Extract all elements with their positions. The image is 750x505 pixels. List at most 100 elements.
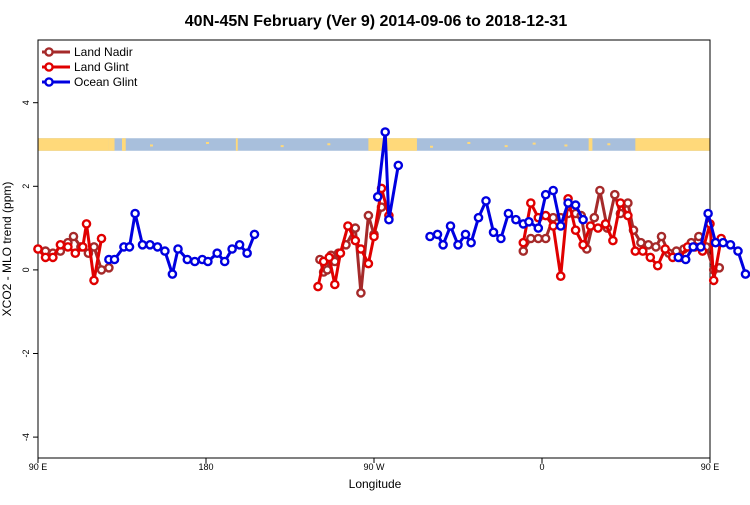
data-point <box>578 239 588 250</box>
data-point <box>725 239 736 250</box>
data-point <box>203 256 213 267</box>
x-tick-label: 180 <box>198 462 213 472</box>
data-point <box>89 275 99 286</box>
data-point <box>518 246 529 256</box>
land-segment <box>635 138 710 151</box>
data-point <box>643 239 654 250</box>
series-layer <box>33 127 750 298</box>
legend-label: Ocean Glint <box>74 75 138 89</box>
data-point <box>638 246 648 256</box>
y-axis-label: XCO2 - MLO trend (ppm) <box>0 182 14 317</box>
data-point <box>563 198 573 208</box>
y-tick-label: 2 <box>21 184 31 189</box>
data-point <box>182 254 193 265</box>
data-point <box>733 246 743 256</box>
land-speckle <box>607 143 611 146</box>
data-point <box>356 288 366 298</box>
data-point <box>369 231 379 242</box>
land-segment <box>588 138 593 151</box>
legend-marker <box>44 77 54 87</box>
data-point <box>152 242 163 252</box>
data-point <box>343 221 353 231</box>
data-point <box>466 237 476 248</box>
data-point <box>89 242 99 252</box>
land-speckle <box>504 145 508 148</box>
data-point <box>524 216 534 227</box>
data-point <box>526 233 536 244</box>
data-point <box>585 221 596 231</box>
land-segment <box>122 138 126 151</box>
data-point <box>645 252 656 263</box>
data-point <box>540 210 551 221</box>
data-point <box>533 233 544 244</box>
data-point <box>610 189 620 200</box>
data-point <box>363 210 374 221</box>
legend-marker <box>44 62 54 72</box>
data-point <box>570 225 581 235</box>
data-point <box>555 271 566 282</box>
data-point <box>104 262 114 273</box>
land-speckle <box>327 143 331 146</box>
data-point <box>219 256 230 267</box>
data-point <box>710 237 721 248</box>
land-segment <box>108 138 115 151</box>
data-point <box>453 239 463 250</box>
data-point <box>189 256 200 267</box>
data-point <box>636 237 646 248</box>
data-point <box>124 242 135 252</box>
data-point <box>518 237 529 248</box>
data-point <box>160 246 170 256</box>
land-speckle <box>663 141 667 144</box>
data-point <box>540 233 551 244</box>
data-point <box>708 275 719 286</box>
data-point <box>96 265 107 275</box>
series-line <box>429 189 585 247</box>
land-speckle <box>564 144 568 147</box>
data-point <box>718 237 728 248</box>
data-point <box>660 244 671 254</box>
data-point <box>652 260 663 271</box>
data-point <box>526 198 536 208</box>
x-tick-label: 0 <box>539 462 544 472</box>
data-point <box>680 254 691 265</box>
data-point <box>55 239 66 250</box>
series-line <box>376 130 400 222</box>
data-point <box>313 281 323 292</box>
data-point <box>350 223 361 233</box>
y-tick-label: -2 <box>21 349 31 357</box>
data-point <box>555 221 566 231</box>
series-ocean-glint <box>104 127 750 279</box>
legend-marker <box>44 47 54 57</box>
data-point <box>488 227 499 238</box>
land-speckle <box>280 145 284 148</box>
data-point <box>511 214 521 225</box>
data-point <box>40 252 51 263</box>
data-point <box>481 196 491 206</box>
x-axis-label: Longitude <box>349 477 402 491</box>
data-point <box>656 231 667 242</box>
data-point <box>578 214 588 225</box>
data-point <box>438 239 448 250</box>
data-point <box>740 269 750 279</box>
data-point <box>384 214 394 225</box>
data-point <box>651 242 661 252</box>
data-point <box>81 219 92 229</box>
data-point <box>173 244 183 254</box>
data-point <box>688 242 699 252</box>
series-line <box>677 212 747 275</box>
x-tick-label: 90 E <box>701 462 720 472</box>
land-speckle <box>79 145 83 148</box>
x-tick-label: 90 W <box>363 462 385 472</box>
data-point <box>673 252 684 263</box>
data-point <box>70 248 81 258</box>
legend-label: Land Glint <box>74 60 129 74</box>
data-point <box>623 198 633 208</box>
data-point <box>130 208 140 219</box>
data-point <box>589 212 600 223</box>
data-point <box>33 244 43 254</box>
plot-frame <box>37 39 711 459</box>
data-point <box>533 223 544 233</box>
